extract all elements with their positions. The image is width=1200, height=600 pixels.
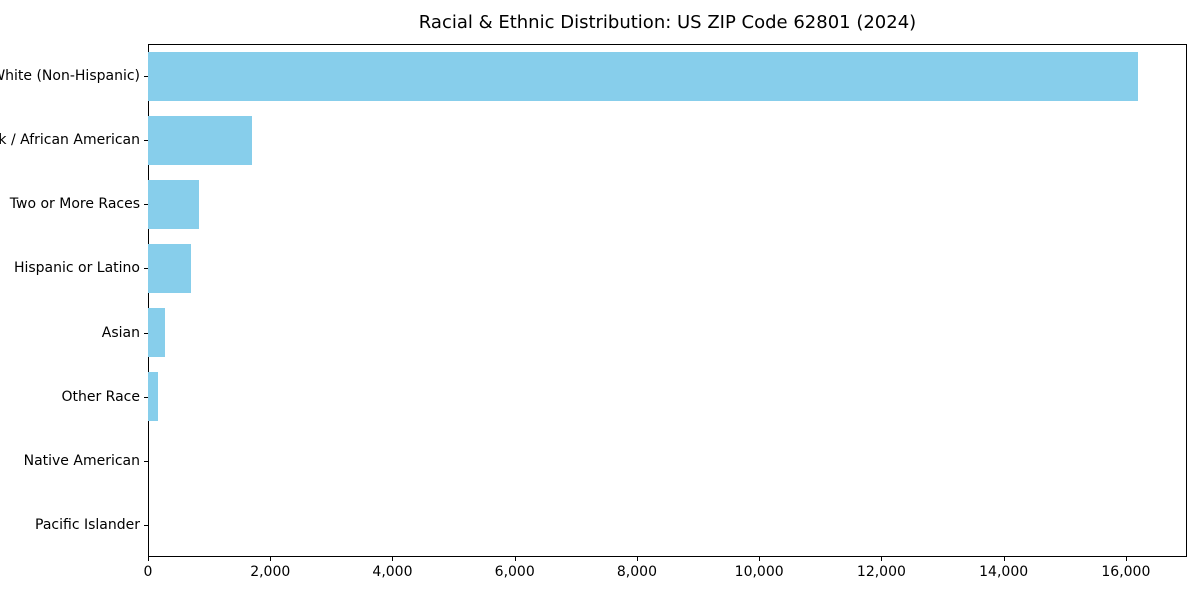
plot-frame [148,44,1187,557]
x-tick-label: 14,000 [979,564,1029,580]
y-tick [144,268,148,270]
y-tick [144,204,148,206]
bar [148,308,166,358]
x-tick-label: 8,000 [616,564,657,580]
x-tick [392,557,394,561]
plot-area: White (Non-Hispanic) Black / African Amer… [0,44,1187,580]
x-tick [1003,557,1005,561]
bar [148,115,252,165]
y-tick-label: Native American [23,452,140,469]
bar [148,243,191,293]
y-tick [144,524,148,526]
x-tick [759,557,761,561]
y-tick [144,332,148,334]
y-tick-label: Black / African American [0,132,140,149]
x-tick [148,557,149,561]
chart-title: Racial & Ethnic Distribution: US ZIP Cod… [418,12,917,33]
y-tick [144,460,148,462]
y-tick-label: Pacific Islander [35,516,140,533]
x-tick-label: 2,000 [250,564,291,580]
bar [148,179,200,229]
x-tick [270,557,272,561]
bar [148,372,158,422]
x-tick-label: 0 [143,564,153,580]
x-tick-label: 12,000 [856,564,906,580]
y-tick-label: Two or More Races [9,196,140,213]
y-tick-label: Asian [101,324,140,341]
x-tick-label: 4,000 [372,564,413,580]
x-tick [514,557,516,561]
y-tick [144,140,148,142]
y-tick-label: Other Race [61,388,140,405]
y-tick [144,396,148,398]
x-tick [636,557,638,561]
x-tick [1125,557,1127,561]
x-tick-label: 16,000 [1101,564,1151,580]
x-tick-label: 10,000 [734,564,784,580]
y-tick-label: Hispanic or Latino [13,260,140,277]
x-tick [881,557,883,561]
bar [148,51,1139,101]
y-tick-label: White (Non-Hispanic) [0,68,140,85]
y-tick [144,76,148,78]
x-tick-label: 6,000 [494,564,535,580]
